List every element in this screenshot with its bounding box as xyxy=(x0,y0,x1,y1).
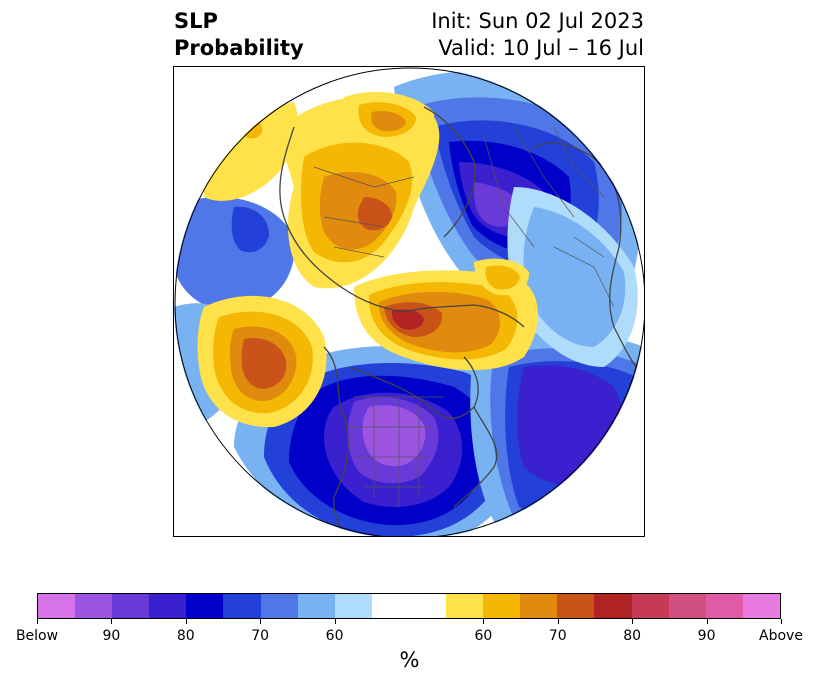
anomaly-north-pacific-above xyxy=(197,295,327,428)
colorbar-segment xyxy=(668,594,706,618)
colorbar-tick-mark xyxy=(185,619,187,624)
anomaly-europe-below xyxy=(507,187,638,367)
colorbar-tick-label: 60 xyxy=(325,628,344,644)
colorbar-tick-mark xyxy=(483,619,485,624)
colorbar-segment xyxy=(223,594,261,618)
colorbar-segment xyxy=(408,594,447,618)
colorbar-segment xyxy=(631,594,669,618)
colorbar-segment xyxy=(705,594,743,618)
colorbar-tick-label: Above xyxy=(759,628,803,644)
colorbar xyxy=(37,593,781,619)
colorbar-tick-label: Below xyxy=(15,628,59,644)
coastlines xyxy=(279,106,644,536)
valid-period-label: Valid: 10 Jul – 16 Jul xyxy=(438,36,644,60)
colorbar-segment xyxy=(483,594,521,618)
globe-boundary xyxy=(174,67,644,536)
colorbar-tick-mark xyxy=(37,619,38,624)
colorbar-segment xyxy=(149,594,187,618)
colorbar-segment xyxy=(742,594,780,618)
init-date-label: Init: Sun 02 Jul 2023 xyxy=(431,9,644,33)
colorbar-tick-label: 70 xyxy=(251,628,270,644)
country-borders xyxy=(313,126,615,507)
variable-title: SLP xyxy=(174,9,218,33)
anomaly-north-america-below xyxy=(234,346,530,536)
colorbar-tick-mark xyxy=(632,619,634,624)
colorbar-tick-label: 90 xyxy=(102,628,121,644)
colorbar-segment xyxy=(112,594,150,618)
colorbar-segment xyxy=(186,594,224,618)
colorbar-tick-label: 70 xyxy=(548,628,567,644)
title-left: SLP Probability xyxy=(174,8,304,62)
colorbar-units-label: % xyxy=(399,648,420,672)
map-canvas xyxy=(174,67,644,536)
colorbar-segment xyxy=(594,594,632,618)
colorbar-tick-label: 80 xyxy=(623,628,642,644)
colorbar-tick-label: 60 xyxy=(474,628,493,644)
colorbar-segment xyxy=(38,594,76,618)
colorbar-tick-label: 90 xyxy=(697,628,716,644)
colorbar-segment xyxy=(297,594,335,618)
colorbar-tick-label: 80 xyxy=(176,628,195,644)
anomaly-greenland-atlantic-above xyxy=(354,258,538,371)
colorbar-segment xyxy=(446,594,484,618)
colorbar-tick-mark xyxy=(706,619,708,624)
product-title: Probability xyxy=(174,36,304,60)
colorbar-tick-mark xyxy=(260,619,262,624)
colorbar-segment xyxy=(557,594,595,618)
anomaly-arctic-above xyxy=(282,92,440,289)
colorbar-tick-mark xyxy=(111,619,113,624)
colorbar-segment xyxy=(75,594,113,618)
globe xyxy=(174,67,644,536)
colorbar-segment xyxy=(260,594,298,618)
colorbar-segment xyxy=(371,594,409,618)
colorbar-tick-mark xyxy=(781,619,782,624)
map-frame xyxy=(173,66,645,537)
colorbar-tick-mark xyxy=(557,619,559,624)
title-right: Init: Sun 02 Jul 2023 Valid: 10 Jul – 16… xyxy=(431,8,644,62)
colorbar-segment xyxy=(520,594,558,618)
colorbar-tick-mark xyxy=(334,619,336,624)
colorbar-segment xyxy=(334,594,372,618)
